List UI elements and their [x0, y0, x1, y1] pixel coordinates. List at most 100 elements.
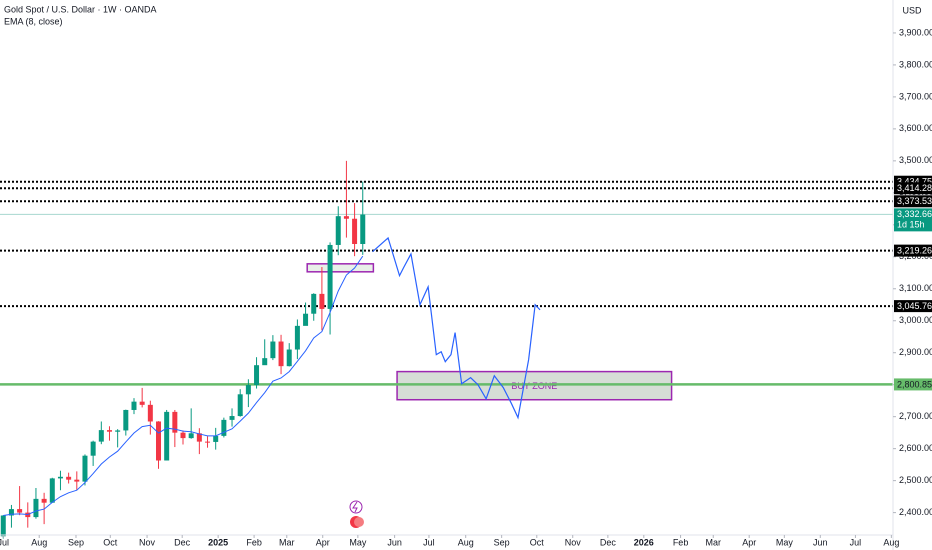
candle-body: [327, 244, 333, 309]
x-tick-label: 2025: [208, 537, 228, 547]
x-tick-label: May: [776, 537, 794, 547]
x-tick-label: Apr: [316, 537, 330, 547]
price-label: 3,045.764: [897, 301, 932, 311]
x-tick-label: Nov: [139, 537, 156, 547]
candle-body: [172, 411, 178, 433]
zone-label: BUY ZONE: [511, 381, 557, 391]
candle-body: [286, 349, 292, 367]
x-tick-label: Aug: [883, 537, 899, 547]
candle-body: [245, 385, 251, 395]
projection-path: [372, 236, 541, 420]
x-tick-label: Oct: [103, 537, 118, 547]
price-label-box: [894, 244, 932, 257]
candle-body: [90, 441, 96, 456]
price-label: 3,373.536: [897, 196, 932, 206]
y-tick-label: 2,600.000: [899, 443, 932, 453]
y-tick-label: 2,700.000: [899, 411, 932, 421]
chart-title: Gold Spot / U.S. Dollar · 1W · OANDA: [4, 4, 157, 14]
y-tick-label: 3,700.000: [899, 91, 932, 101]
candle-body: [147, 404, 153, 422]
x-tick-label: Sep: [494, 537, 510, 547]
event-icon: [349, 500, 363, 514]
candle-body: [156, 421, 162, 461]
y-tick-label: 3,500.000: [899, 155, 932, 165]
candle-body: [270, 341, 276, 359]
candle-body: [123, 409, 129, 431]
y-tick-label: 3,800.000: [899, 59, 932, 69]
candle-body: [8, 509, 14, 516]
candle-body: [311, 293, 317, 314]
zone: [306, 263, 375, 273]
candle-body: [262, 358, 268, 366]
candle-body: [205, 441, 211, 443]
y-tick-label: 2,400.000: [899, 507, 932, 517]
candle-body: [66, 476, 72, 480]
candle-body: [131, 401, 137, 410]
current-price-label: 3,332.665: [897, 209, 932, 219]
candle-body: [343, 216, 349, 219]
x-tick-label: Feb: [246, 537, 262, 547]
candle-body: [0, 515, 6, 537]
x-tick-label: Jun: [387, 537, 402, 547]
x-tick-label: Dec: [600, 537, 617, 547]
x-tick-label: Apr: [742, 537, 756, 547]
y-tick-label: 2,500.000: [899, 475, 932, 485]
x-tick-label: Jun: [813, 537, 828, 547]
x-tick-label: Feb: [673, 537, 689, 547]
price-label-box: [894, 182, 932, 195]
candle-body: [319, 293, 325, 309]
candle-body: [82, 455, 88, 482]
current-price-box: [894, 208, 932, 232]
candle-body: [49, 478, 55, 503]
plot-area: BUY ZONE: [0, 160, 893, 539]
price-label: 3,219.268: [897, 246, 932, 256]
ema-line: [3, 255, 364, 516]
x-tick-label: 2026: [634, 537, 654, 547]
y-tick-label: 3,100.000: [899, 283, 932, 293]
candle-body: [221, 419, 227, 436]
candle-body: [303, 313, 309, 326]
x-tick-label: Nov: [565, 537, 582, 547]
lightning-icon: [352, 501, 358, 513]
y-tick-label: 3,900.000: [899, 27, 932, 37]
candle-body: [237, 394, 243, 417]
candle-body: [180, 432, 186, 439]
candle-body: [196, 433, 202, 442]
candle-body: [74, 479, 80, 482]
x-tick-label: May: [349, 537, 367, 547]
x-tick-label: Aug: [31, 537, 47, 547]
candle-body: [254, 365, 260, 386]
candle-body: [57, 476, 63, 479]
candle-body: [115, 430, 121, 432]
candle-body: [213, 435, 219, 442]
candle-body: [41, 498, 47, 503]
y-tick-label: 3,000.000: [899, 315, 932, 325]
x-tick-label: Jul: [850, 537, 862, 547]
x-tick-label: Sep: [68, 537, 84, 547]
candle-body: [352, 218, 358, 244]
candle-body: [98, 430, 104, 442]
x-tick-label: Jul: [423, 537, 435, 547]
candle-body: [164, 411, 170, 461]
y-tick-label: 2,900.000: [899, 347, 932, 357]
candle-body: [335, 216, 341, 245]
y-tick-label: 3,600.000: [899, 123, 932, 133]
price-label: 3,434.752: [897, 177, 932, 187]
candle-body: [106, 430, 112, 432]
candle-body: [294, 325, 300, 350]
candle-body: [229, 416, 235, 420]
price-label-box: [894, 378, 932, 391]
price-label: 2,800.855: [897, 379, 932, 389]
flag-icon: [354, 517, 364, 527]
candle-body: [17, 509, 23, 513]
x-tick-label: Mar: [279, 537, 295, 547]
countdown-label: 1d 15h: [897, 220, 925, 230]
candle-body: [360, 214, 366, 244]
price-label-box: [894, 300, 932, 313]
legend-entry: EMA (8, close): [4, 16, 63, 26]
x-tick-label: Jul: [0, 537, 9, 547]
price-label-box: [894, 195, 932, 208]
